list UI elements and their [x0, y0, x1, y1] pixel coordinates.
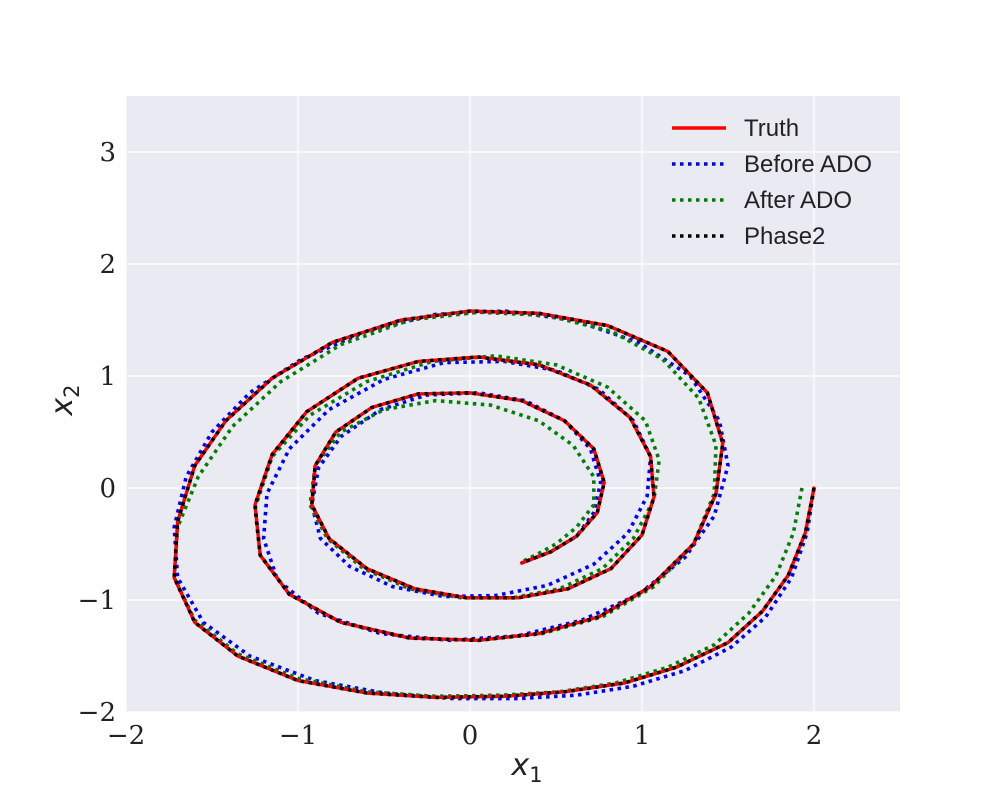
- x-tick-label: −2: [107, 721, 145, 751]
- y-tick-label: 0: [99, 474, 116, 504]
- tick-labels: −2 −1 0 1 2 −2 −1 0 1 2 3: [78, 138, 823, 751]
- x-tick-label: 0: [462, 721, 479, 751]
- y-axis-label-subscript: 2: [60, 384, 84, 397]
- x-axis-label: x1: [510, 748, 542, 787]
- y-tick-label: 3: [99, 138, 116, 168]
- y-axis-label: x2: [45, 384, 84, 416]
- y-tick-label: −2: [78, 698, 116, 728]
- y-axis-label-base: x: [45, 398, 80, 417]
- x-axis-label-base: x: [510, 748, 529, 783]
- x-tick-label: 1: [634, 721, 651, 751]
- series-line-before-ado: [172, 309, 816, 701]
- legend-label-truth: Truth: [744, 115, 799, 142]
- y-tick-label: 2: [99, 250, 116, 280]
- x-tick-label: −1: [279, 721, 317, 751]
- y-tick-label: 1: [99, 362, 116, 392]
- series-line-phase2: [172, 309, 816, 700]
- legend-label-after-ado: After ADO: [744, 187, 852, 214]
- series-layer: [172, 309, 816, 701]
- legend-label-before-ado: Before ADO: [744, 151, 872, 178]
- x-tick-label: 2: [806, 721, 823, 751]
- y-tick-label: −1: [78, 586, 116, 616]
- x-axis-label-subscript: 1: [529, 763, 542, 787]
- legend-label-phase2: Phase2: [744, 223, 825, 250]
- legend: Truth Before ADO After ADO Phase2: [672, 115, 872, 250]
- grid: [125, 96, 900, 713]
